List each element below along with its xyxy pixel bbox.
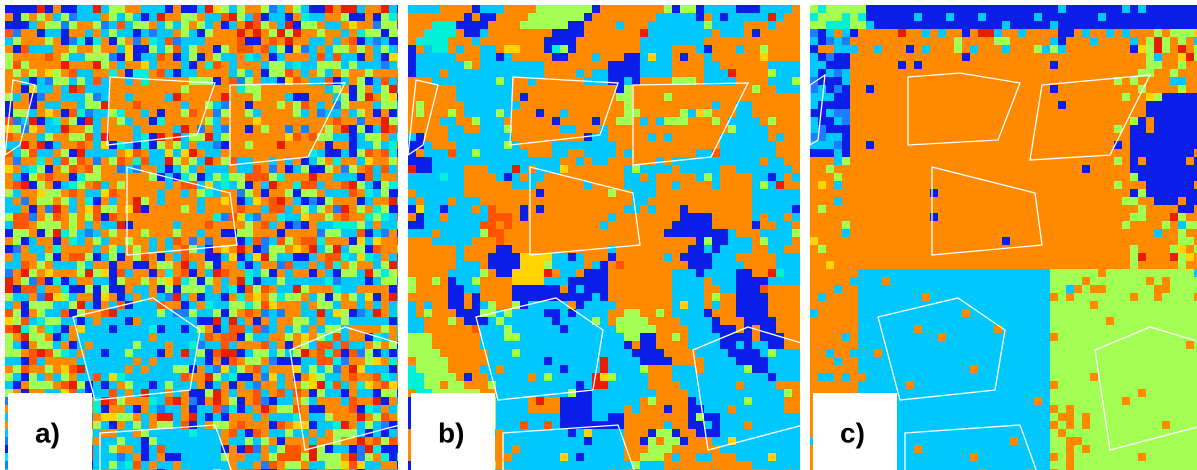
panel-label: b) [438,417,464,448]
panel-c: c) [810,5,1197,470]
panel-label: a) [35,417,60,448]
panel-label: c) [840,417,865,448]
panel-a: a) [5,5,405,470]
panel-b: b) [408,5,808,470]
figure: a) b) c) [0,0,1197,470]
